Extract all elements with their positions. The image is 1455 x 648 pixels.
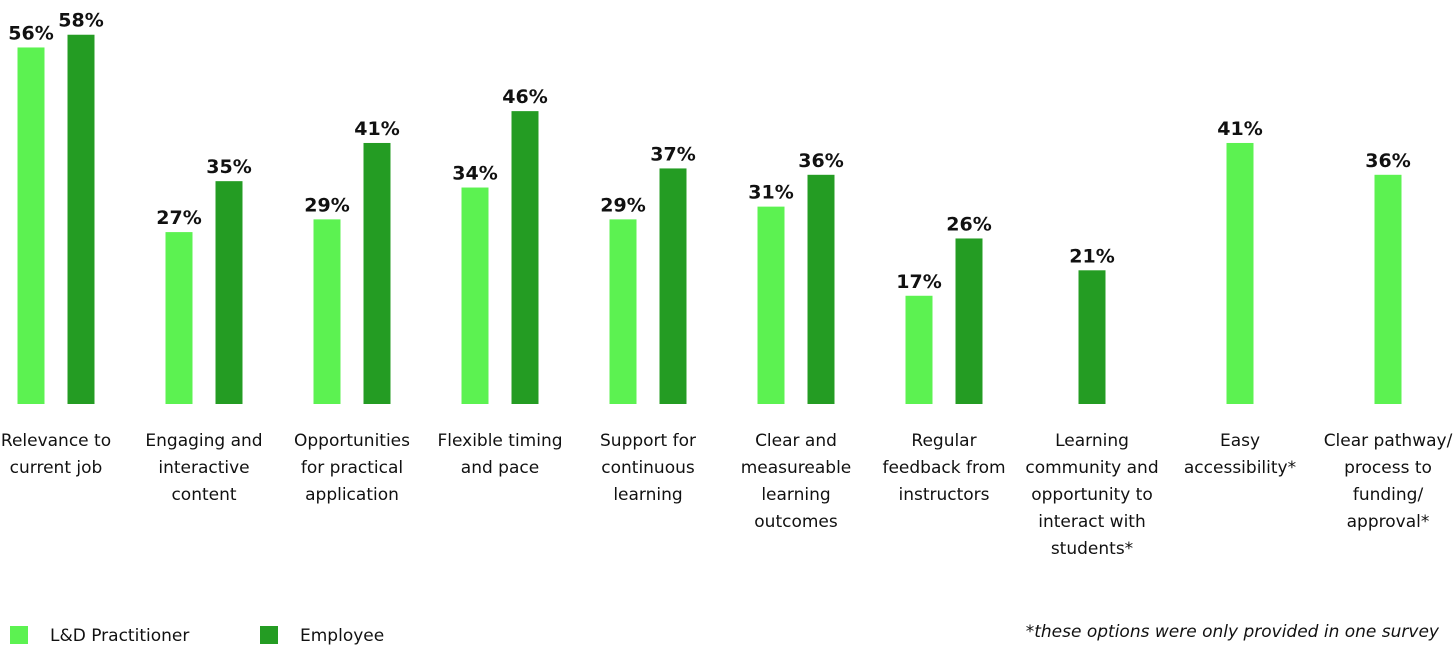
x-tick-label: Learning community and opportunity to in… (1025, 431, 1159, 559)
data-label: 31% (748, 182, 793, 204)
x-tick-label: Clear pathway/ process to funding/ appro… (1323, 431, 1453, 532)
data-label: 46% (502, 86, 547, 108)
legend-label: Employee (300, 626, 384, 646)
bar (609, 219, 637, 404)
bar (659, 168, 687, 404)
legend-swatch (10, 626, 28, 644)
data-label: 41% (354, 118, 399, 140)
data-label: 37% (650, 143, 695, 165)
data-label: 26% (946, 213, 991, 235)
data-label: 58% (58, 10, 103, 32)
x-tick-label: Relevance to current job (0, 431, 112, 478)
bar (1374, 174, 1402, 404)
bar (215, 181, 243, 404)
x-tick-label: Support for continuous learning (600, 431, 696, 505)
data-label: 29% (600, 194, 645, 216)
x-tick-label: Flexible timing and pace (437, 431, 563, 478)
legend-label: L&D Practitioner (50, 626, 189, 646)
bar (17, 47, 45, 404)
data-label: 56% (8, 22, 53, 44)
annotation: *these options were only provided in one… (1025, 622, 1439, 642)
bar (807, 174, 835, 404)
bar (905, 295, 933, 404)
x-tick-label: Easy accessibility* (1183, 431, 1297, 478)
data-label: 36% (1365, 150, 1410, 172)
bar (1078, 270, 1106, 404)
bar (955, 238, 983, 404)
data-label: 29% (304, 194, 349, 216)
bar (67, 34, 95, 404)
x-tick-label: Regular feedback from instructors (882, 431, 1006, 505)
x-tick-label: Clear and measureable learning outcomes (740, 431, 852, 532)
data-label: 17% (896, 271, 941, 293)
x-tick-label: Opportunities for practical application (294, 431, 410, 505)
bar (313, 219, 341, 404)
data-label: 35% (206, 156, 251, 178)
bar (1226, 142, 1254, 404)
data-label: 34% (452, 163, 497, 185)
x-tick-label: Engaging and interactive content (145, 431, 263, 505)
data-label: 36% (798, 150, 843, 172)
bar (757, 206, 785, 404)
data-label: 21% (1069, 245, 1114, 267)
bar (511, 111, 539, 404)
bar (165, 232, 193, 404)
bar (461, 187, 489, 404)
legend-swatch (260, 626, 278, 644)
bar (363, 142, 391, 404)
data-label: 27% (156, 207, 201, 229)
data-label: 41% (1217, 118, 1262, 140)
